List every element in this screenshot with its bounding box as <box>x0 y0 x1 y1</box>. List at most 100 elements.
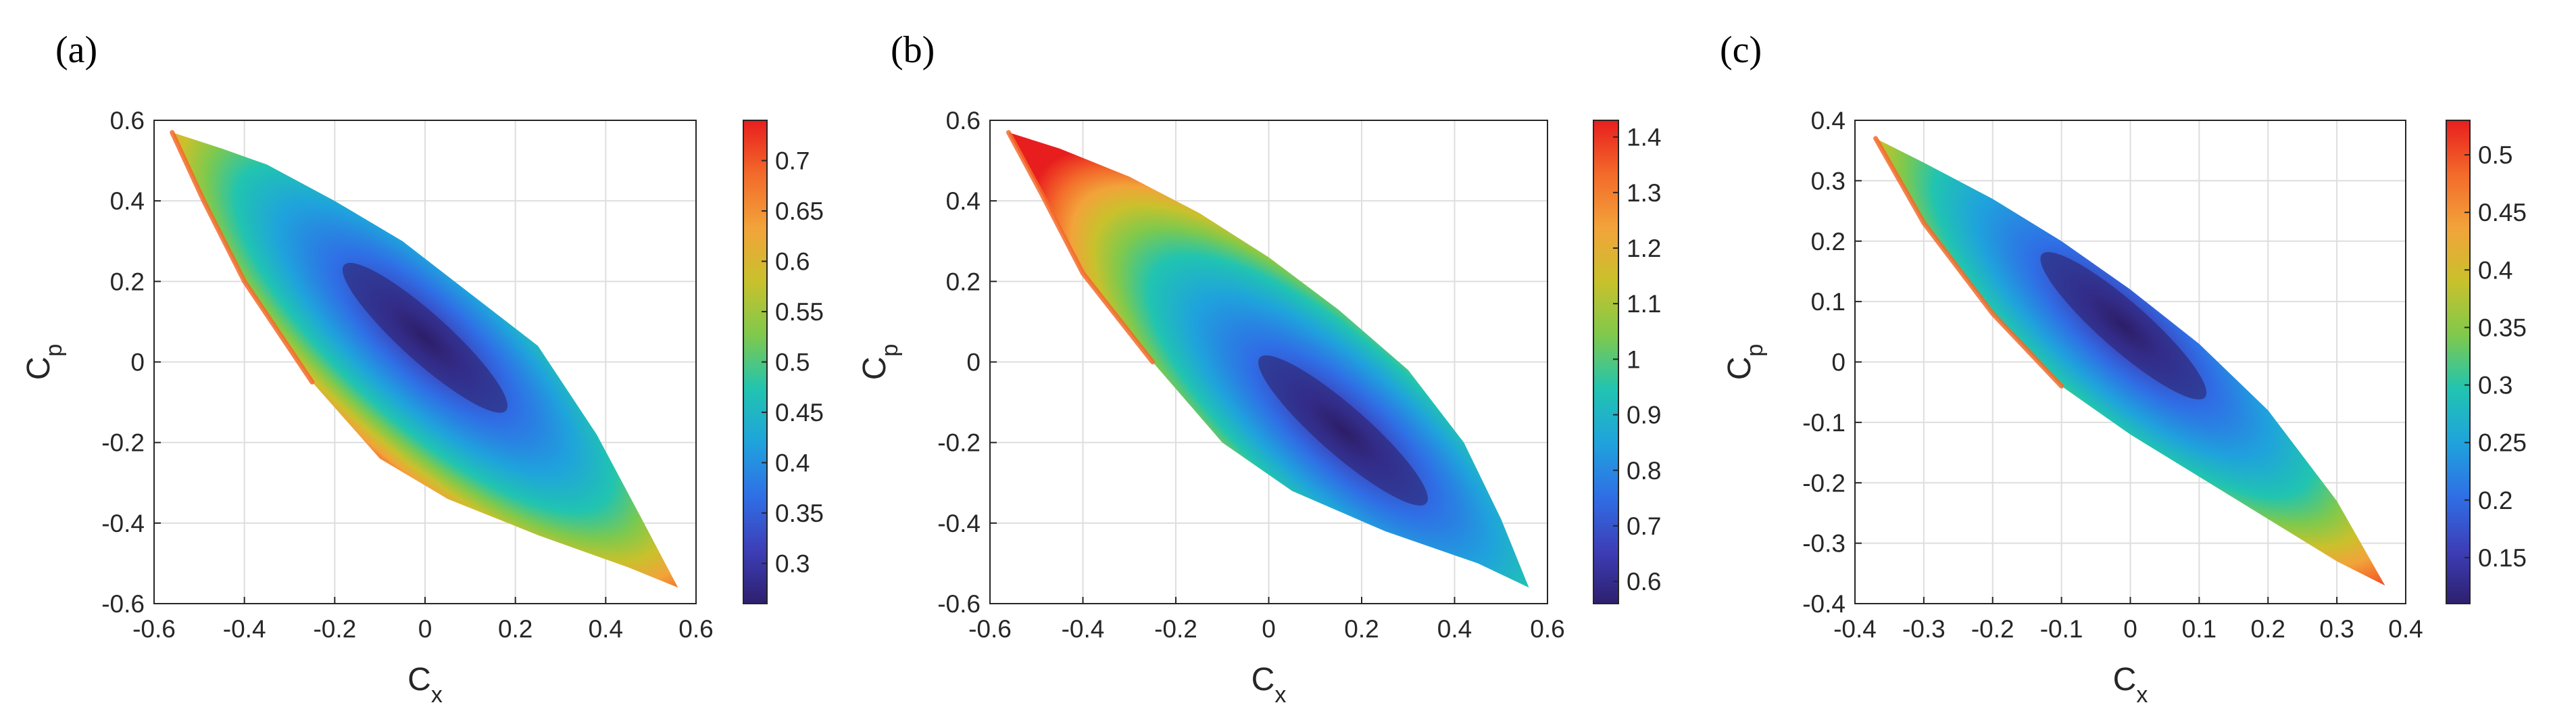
panel-c: (c) -0.4 -0.3 -0.2 -0.1 0 0.1 0.2 0.3 0.4-0.4-0.… <box>1720 29 2527 708</box>
y-tick-label: -0.2 <box>1802 469 1846 497</box>
colorbar-tick-label: 0.45 <box>775 399 824 427</box>
y-tick-label: 0.1 <box>1811 288 1846 316</box>
colorbar-tick-label: 0.3 <box>775 550 810 577</box>
colorbar-tick-label: 1.4 <box>1627 124 1661 151</box>
y-tick-label: -0.2 <box>101 429 145 457</box>
x-tick-label: 0.4 <box>1437 615 1472 643</box>
y-tick-label: -0.4 <box>937 510 981 537</box>
colorbar-tick-label: 1.2 <box>1627 235 1661 262</box>
colorbar-tick-label: 1 <box>1627 345 1641 373</box>
tick-labels: -0.6 -0.4 -0.2 0 0.2 0.4 0.6 -0.6 -0.4 -0.2 0 0.2 0.… <box>101 107 713 643</box>
colorbar-tick-label: 0.45 <box>2478 199 2527 226</box>
colorbar-tick-label: 0.8 <box>1627 457 1661 485</box>
y-axis-label-sub: p <box>41 344 67 357</box>
panel-label: (a) <box>55 29 97 71</box>
x-tick-label: -0.4 <box>1062 615 1105 643</box>
colorbar-tick-label: 1.1 <box>1627 290 1661 318</box>
y-tick-label: 0 <box>130 349 145 377</box>
colorbar <box>2446 120 2471 604</box>
y-tick-label: 0 <box>966 349 981 377</box>
colorbar-tick-label: 0.2 <box>2478 487 2512 514</box>
x-tick-label: 0.2 <box>2251 615 2285 643</box>
colorbar-tick-label: 0.6 <box>775 248 810 276</box>
y-tick-label: -0.4 <box>1802 590 1846 618</box>
colorbar-tick-label: 0.35 <box>2478 314 2527 341</box>
y-tick-label: -0.3 <box>1802 530 1846 558</box>
x-tick-label: 0.6 <box>678 615 713 643</box>
colorbar-tick-label: 0.15 <box>2478 544 2527 572</box>
x-tick-label: 0 <box>2123 615 2137 643</box>
boundary-edge <box>1873 136 2064 389</box>
y-tick-label: -0.4 <box>101 510 145 537</box>
colorbar-tick-label: 0.4 <box>2478 256 2512 284</box>
colorbar-tick-label: 0.9 <box>1627 402 1661 429</box>
y-tick-label: 0.2 <box>110 268 145 295</box>
x-axis-label-sub: x <box>1274 682 1286 708</box>
y-tick-label: -0.6 <box>101 590 145 618</box>
x-tick-label: -0.2 <box>1154 615 1197 643</box>
y-tick-label: -0.6 <box>937 590 981 618</box>
y-tick-label: 0.6 <box>946 107 981 135</box>
x-tick-label: 0.1 <box>2182 615 2216 643</box>
x-tick-label: -0.4 <box>223 615 266 643</box>
colorbar-tick-label: 0.35 <box>775 500 824 527</box>
y-tick-label: 0.2 <box>1811 228 1846 256</box>
y-tick-label: 0.6 <box>110 107 145 135</box>
colorbar-tick-label: 0.6 <box>1627 568 1661 596</box>
x-axis-label: Cx <box>2113 662 2148 708</box>
x-tick-label: 0.4 <box>2388 615 2423 643</box>
x-tick-label: 0.4 <box>589 615 623 643</box>
colorbar-tick-label: 0.5 <box>775 349 810 377</box>
y-tick-label: -0.1 <box>1802 409 1846 437</box>
x-axis-label-sub: x <box>431 682 443 708</box>
colorbar-tick-label: 0.7 <box>1627 512 1661 540</box>
x-tick-label: -0.4 <box>1833 615 1877 643</box>
minimum-region <box>1258 355 1428 506</box>
x-tick-label: -0.1 <box>2040 615 2083 643</box>
y-tick-label: 0.4 <box>110 187 145 215</box>
y-axis-label: Cp <box>21 344 67 381</box>
y-axis-label: Cp <box>1722 344 1768 381</box>
x-axis-label: Cx <box>407 662 443 708</box>
minimum-region <box>342 262 508 413</box>
x-tick-label: -0.2 <box>313 615 356 643</box>
x-tick-label: 0.3 <box>2319 615 2354 643</box>
colorbar-tick-label: 0.3 <box>2478 372 2512 399</box>
x-tick-label: 0.2 <box>1344 615 1379 643</box>
tick-labels: -0.6 -0.4 -0.2 0 0.2 0.4 0.6 -0.6 -0.4 -0.2 0 0.2 0.… <box>937 107 1564 643</box>
colorbar-tick-label: 0.55 <box>775 298 824 326</box>
y-axis-label-sub: p <box>877 344 903 357</box>
boundary-edge <box>170 130 315 385</box>
x-tick-label: -0.2 <box>1971 615 2014 643</box>
colorbar-tick-label: 1.3 <box>1627 179 1661 207</box>
boundary-edge <box>1006 130 1156 364</box>
colorbar-tick-label: 0.5 <box>2478 141 2512 169</box>
x-tick-label: 0.6 <box>1530 615 1564 643</box>
panel-a: (a) -0.6 -0.4 -0.2 0 0.2 0.4 0.6 -0.6 -0.4 -0.2 0 0… <box>21 29 824 708</box>
x-axis-label: Cx <box>1252 662 1287 708</box>
x-tick-label: -0.6 <box>132 615 176 643</box>
y-axis-label-sub: p <box>1742 344 1768 357</box>
colorbar-tick-label: 0.65 <box>775 197 824 225</box>
tick-labels: -0.4 -0.3 -0.2 -0.1 0 0.1 0.2 0.3 0.4 -0.4 -0.3 -0.… <box>1802 107 2423 643</box>
colorbar-tick-label: 0.7 <box>775 147 810 175</box>
x-tick-label: -0.6 <box>968 615 1012 643</box>
y-tick-label: 0.2 <box>946 268 981 295</box>
colorbar-tick-label: 0.25 <box>2478 429 2527 457</box>
x-tick-label: 0 <box>1262 615 1276 643</box>
y-tick-label: 0.4 <box>1811 107 1846 135</box>
panel-label: (b) <box>891 29 935 71</box>
panel-label: (c) <box>1720 29 1762 71</box>
x-tick-label: -0.3 <box>1902 615 1946 643</box>
y-tick-label: 0 <box>1831 349 1846 377</box>
minimum-region <box>2040 251 2207 399</box>
x-tick-label: 0 <box>418 615 432 643</box>
y-tick-label: -0.2 <box>937 429 981 457</box>
colorbar <box>1593 120 1619 604</box>
panel-b: (b) -0.6 -0.4 -0.2 0 0.2 0.4 0.6 -0.6 -0.4 -0.2 0 0… <box>857 29 1661 708</box>
y-tick-label: 0.3 <box>1811 167 1846 195</box>
y-axis-label: Cp <box>857 344 903 381</box>
y-tick-label: 0.4 <box>946 187 981 215</box>
x-tick-label: 0.2 <box>498 615 532 643</box>
